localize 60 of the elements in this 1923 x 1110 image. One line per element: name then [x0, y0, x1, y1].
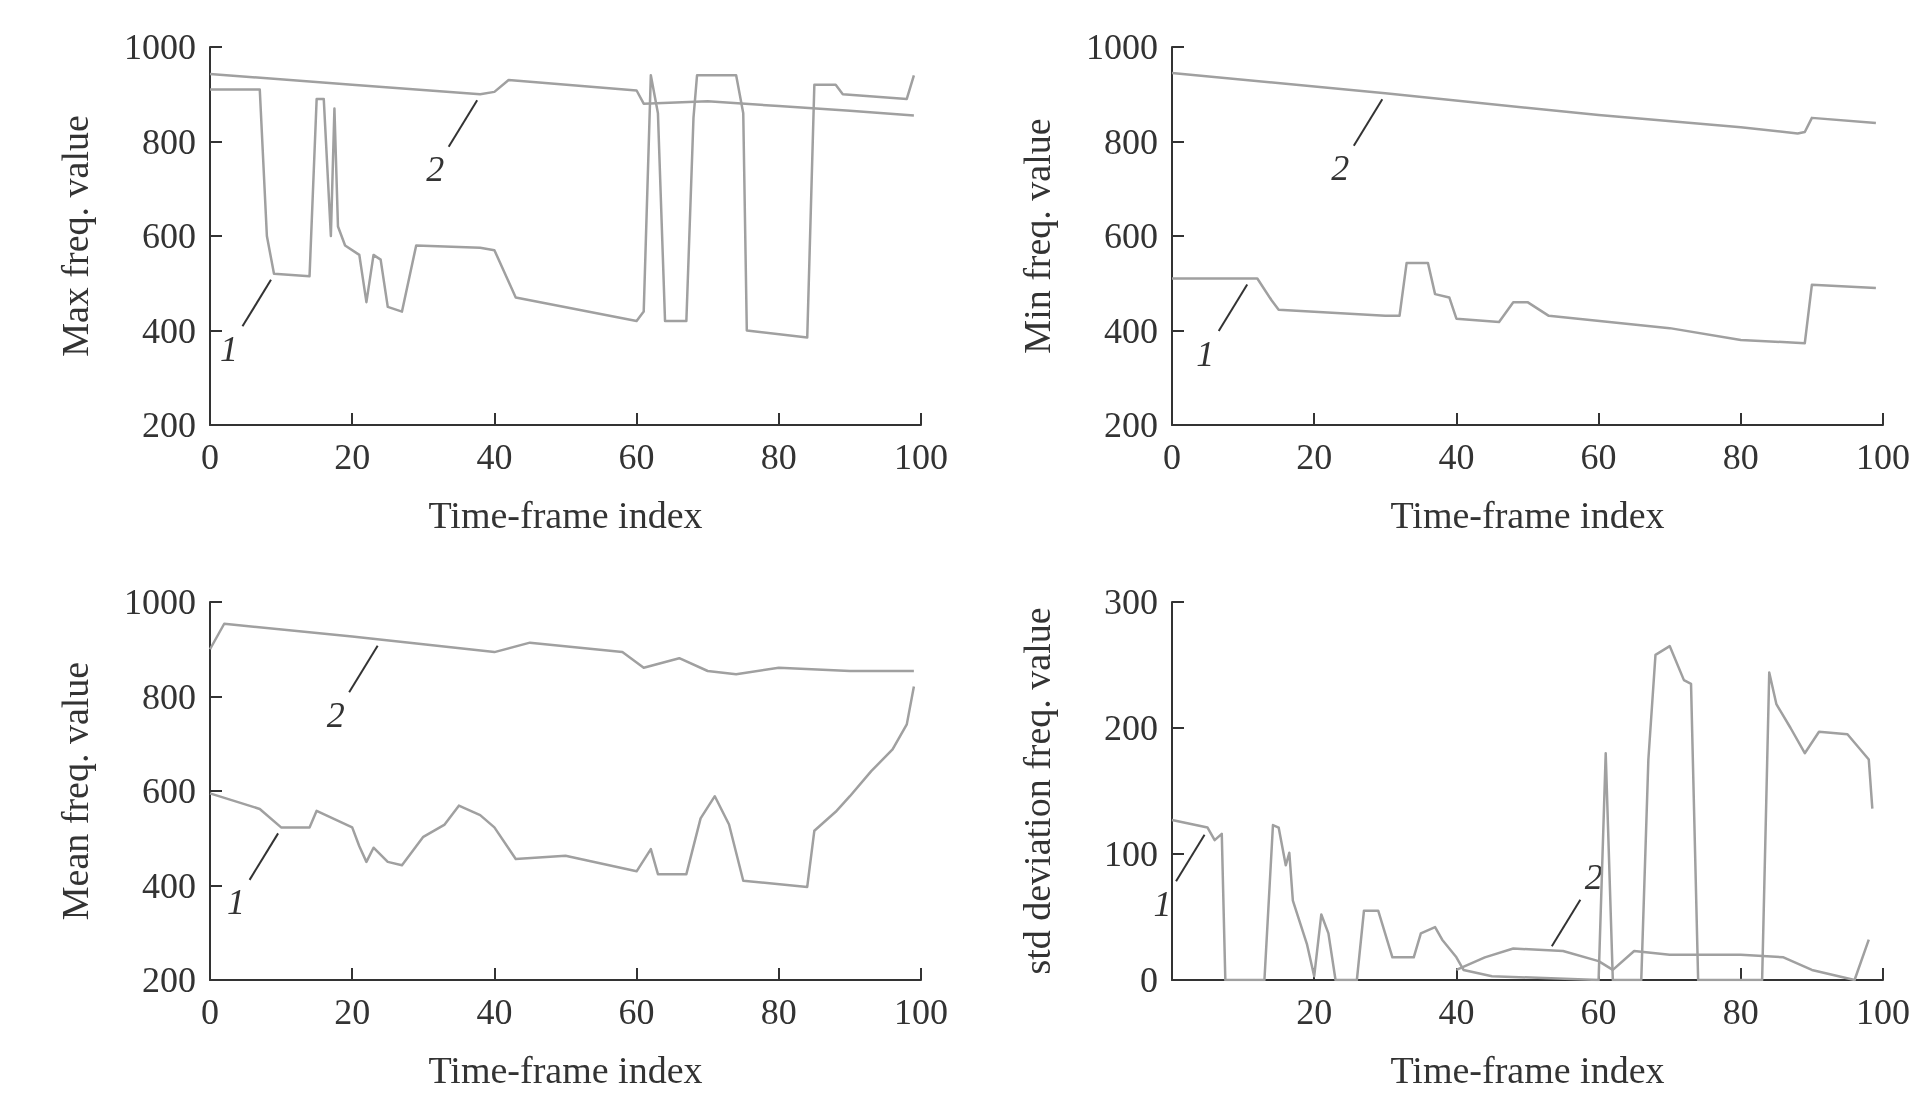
x-tick-label: 60 — [1580, 437, 1617, 477]
y-tick-label: 0 — [1140, 960, 1158, 1000]
annotation: 2 — [1584, 857, 1603, 898]
annotation: 2 — [326, 694, 345, 735]
x-tick-label: 40 — [1438, 992, 1475, 1032]
x-tick-label: 80 — [760, 437, 797, 477]
y-tick-label: 1000 — [124, 27, 196, 67]
line-series — [1170, 644, 1874, 982]
y-tick-label: 600 — [142, 216, 196, 256]
x-axis-title: Time-frame index — [428, 1049, 703, 1091]
y-tick-label: 200 — [142, 960, 196, 1000]
x-tick-label: 80 — [760, 992, 797, 1032]
y-tick-label: 400 — [1104, 310, 1158, 351]
y-tick-label: 300 — [1104, 582, 1158, 622]
x-tick-label: 20 — [334, 437, 371, 477]
x-tick-label: 80 — [1722, 992, 1759, 1032]
annotation: 1 — [1196, 333, 1215, 374]
x-tick-label: 20 — [1296, 992, 1333, 1032]
y-tick-label: 400 — [142, 865, 196, 906]
x-axis-title: Time-frame index — [1390, 1049, 1665, 1091]
x-tick-label: 20 — [334, 992, 371, 1032]
y-axis-title: Max freq. value — [54, 115, 96, 357]
annotation: 1 — [227, 882, 246, 923]
line-series — [208, 685, 916, 889]
line-series — [208, 74, 916, 339]
x-tick-label: 60 — [1580, 992, 1617, 1032]
y-tick-label: 100 — [1104, 834, 1158, 874]
y-tick-label: 1000 — [124, 582, 196, 622]
y-tick-label: 800 — [142, 121, 196, 162]
x-tick-label: 40 — [1438, 437, 1475, 477]
y-tick-label: 600 — [1104, 216, 1158, 256]
x-tick-label: 40 — [476, 437, 513, 477]
line-series — [1170, 71, 1878, 135]
y-axis-title: std deviation freq. value — [1016, 607, 1058, 975]
y-axis-title: Mean freq. value — [54, 661, 96, 921]
line-series — [208, 622, 916, 676]
x-tick-label: 100 — [894, 992, 948, 1032]
y-tick-label: 1000 — [1086, 27, 1158, 67]
x-axis-title: Time-frame index — [1390, 494, 1665, 536]
x-tick-label: 80 — [1722, 437, 1759, 477]
y-tick-label: 400 — [142, 310, 196, 351]
y-tick-label: 200 — [1104, 708, 1158, 748]
y-tick-label: 800 — [1104, 121, 1158, 162]
x-tick-label: 60 — [618, 437, 655, 477]
x-tick-label: 100 — [1856, 992, 1910, 1032]
y-tick-label: 200 — [142, 405, 196, 445]
x-tick-label: 100 — [1856, 437, 1910, 477]
annotation: 1 — [1153, 883, 1172, 924]
annotation: 2 — [426, 149, 445, 190]
annotation: 2 — [1331, 148, 1350, 189]
x-tick-label: 60 — [618, 992, 655, 1032]
x-tick-label: 20 — [1296, 437, 1333, 477]
y-axis-title: Min freq. value — [1016, 118, 1058, 354]
y-tick-label: 600 — [142, 771, 196, 811]
x-tick-label: 40 — [476, 992, 513, 1032]
y-tick-label: 200 — [1104, 405, 1158, 445]
y-tick-label: 800 — [142, 676, 196, 717]
x-axis-title: Time-frame index — [428, 494, 703, 536]
annotation: 1 — [219, 328, 238, 369]
x-tick-label: 100 — [894, 437, 948, 477]
